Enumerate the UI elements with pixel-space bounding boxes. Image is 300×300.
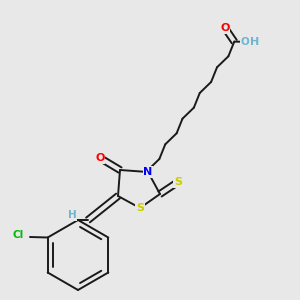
Text: H: H	[68, 210, 76, 220]
Text: N: N	[143, 167, 153, 177]
Text: O: O	[241, 37, 249, 47]
Text: H: H	[250, 37, 260, 47]
Text: O: O	[220, 23, 230, 33]
Text: Cl: Cl	[12, 230, 24, 240]
Text: O: O	[95, 153, 105, 163]
Text: S: S	[174, 177, 182, 187]
Text: S: S	[136, 203, 144, 213]
